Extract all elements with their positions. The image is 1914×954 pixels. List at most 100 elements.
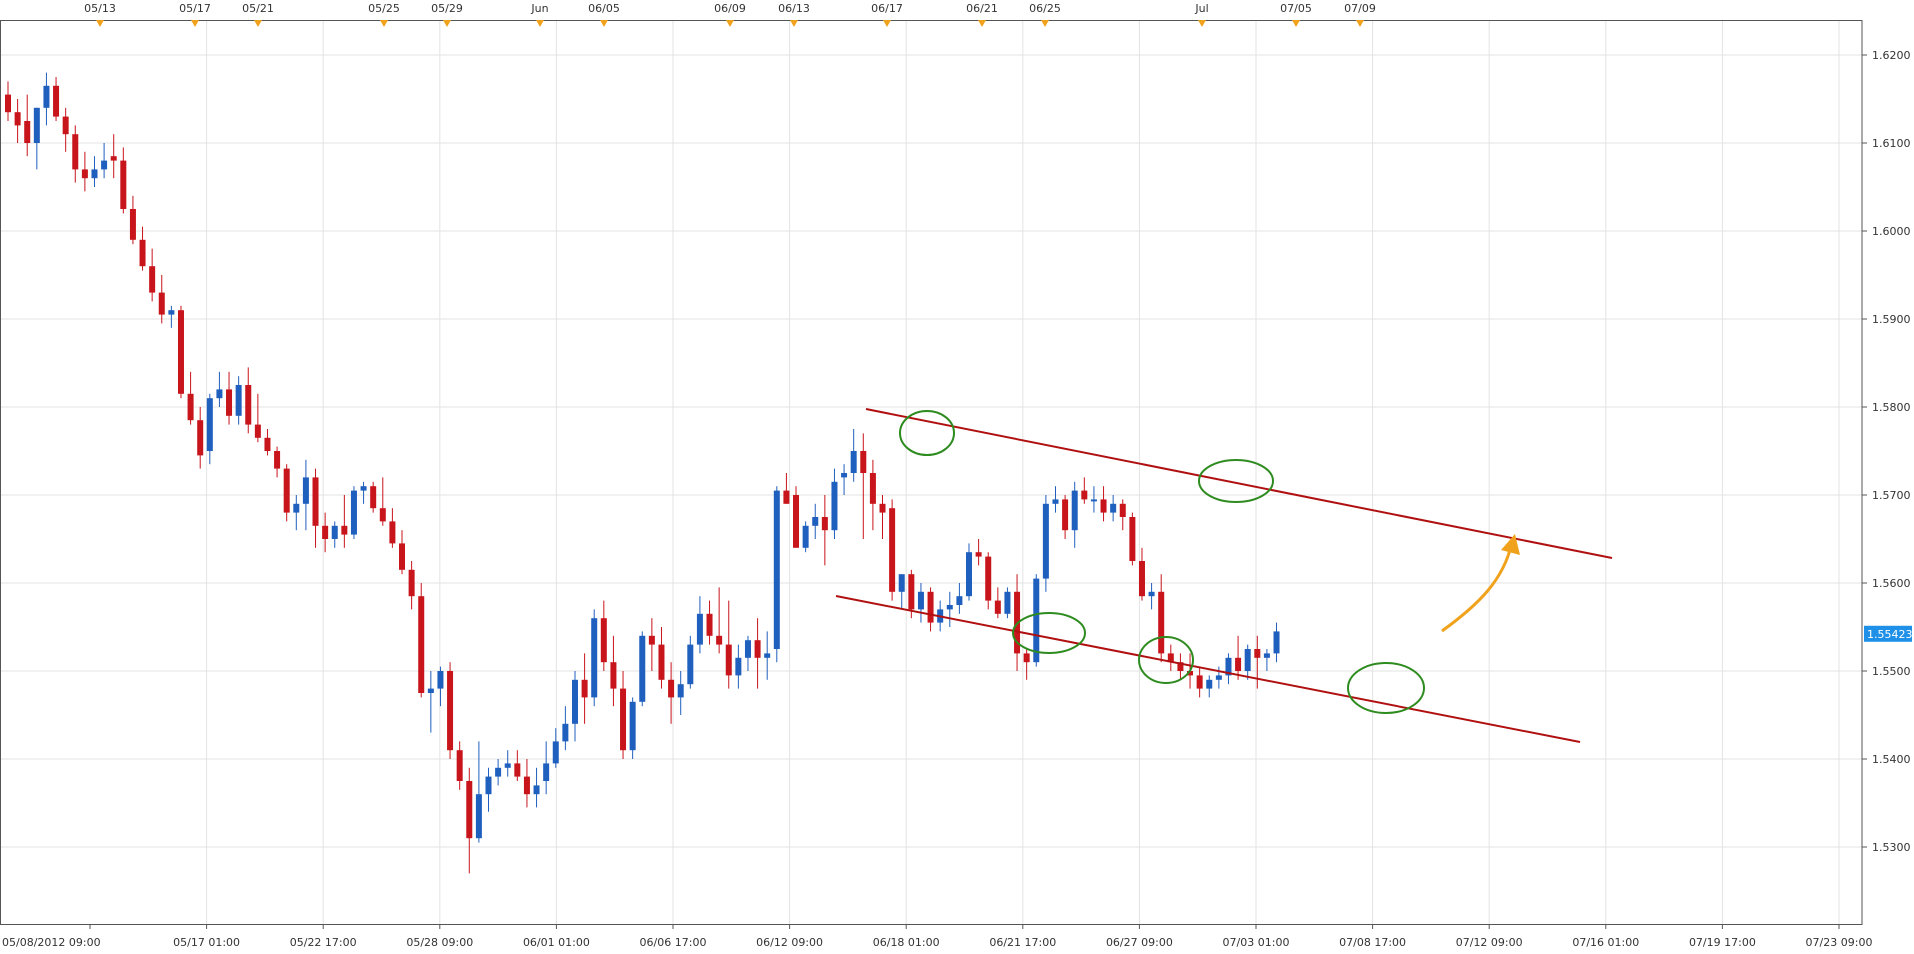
candle-up [1244,649,1251,671]
y-tick-label: 1.5900 [1872,313,1911,326]
candle-down [1187,671,1194,676]
candle-up [841,473,848,478]
candle-up [1110,503,1117,513]
top-axis-marker [254,20,262,27]
x-tick-label: 06/12 09:00 [756,936,823,949]
x-tick-label: 06/21 17:00 [989,936,1056,949]
touch-point-ellipse [1138,636,1194,684]
candle-down [379,508,386,522]
candle-up [735,657,742,676]
candle-up [1206,679,1213,689]
candle-down [523,776,530,795]
y-tick-label: 1.5300 [1872,841,1911,854]
y-tick-label: 1.5800 [1872,401,1911,414]
x-tick-label: 07/08 17:00 [1339,936,1406,949]
top-axis-label: Jun [530,2,548,15]
last-price-label: 1.55423 [1867,628,1913,641]
candle-down [869,473,876,504]
candle-down [860,451,867,473]
candle-up [1004,591,1011,614]
candle-up [533,785,540,795]
target-arrow-line [1441,541,1514,633]
top-axis-label: 06/25 [1029,2,1061,15]
candle-up [1273,631,1280,654]
candle-down [283,468,290,513]
y-tick-label: 1.5600 [1872,577,1911,590]
candle-up [966,552,972,597]
top-axis-label: 06/05 [588,2,620,15]
top-axis-label: 06/09 [714,2,746,15]
candle-up [552,741,559,764]
candle-down [187,393,194,421]
candle-up [495,767,502,777]
candle-down [1167,653,1174,663]
candle-down [1100,499,1107,513]
candle-down [648,635,655,645]
candle-down [447,671,454,751]
candle-up [33,107,40,143]
top-axis-marker [1356,20,1364,27]
candle-down [120,160,127,209]
candle-down [1254,649,1261,658]
candle-up [331,525,338,539]
top-axis-label: 06/17 [871,2,903,15]
candle-down [1235,657,1242,671]
candle-down [322,525,329,539]
candle-down [1129,517,1136,561]
candle-up [773,490,780,649]
candle-down [716,635,723,645]
candle-down [264,437,271,451]
x-tick-label: 07/23 09:00 [1806,936,1873,949]
candle-down [24,121,31,143]
candle-down [793,495,800,548]
x-tick-label: 05/22 17:00 [290,936,357,949]
candle-down [158,292,165,315]
top-axis-marker [1292,20,1300,27]
candle-up [744,640,751,658]
candle-up [427,688,434,693]
candle-up [850,451,857,473]
candle-up [1215,675,1222,680]
candle-up [216,389,223,399]
candle-up [437,671,444,689]
x-tick-label: 05/08/2012 09:00 [2,936,101,949]
candle-down [1062,499,1069,531]
candle-down [1119,503,1126,517]
candle-up [764,653,771,658]
grid [1,21,1862,924]
candle-up [696,613,703,645]
candle-down [14,112,21,126]
candle-down [149,266,156,293]
candle-down [226,389,233,416]
candle-up [831,481,838,531]
candle-down [620,688,627,751]
channel-lower-line [835,595,1581,743]
candle-up [43,85,50,108]
candle-up [91,169,98,179]
top-axis-label: 07/05 [1280,2,1312,15]
y-tick-label: 1.5700 [1872,489,1911,502]
candle-down [5,94,11,113]
candle-down [1081,490,1088,500]
candles [5,72,1280,874]
candle-up [475,794,482,839]
y-tick-label: 1.6200 [1872,49,1911,62]
candle-up [1071,490,1078,531]
candle-down [879,503,886,513]
candle-up [543,763,550,781]
candle-up [1052,499,1059,504]
last-price-tag [1864,625,1912,642]
top-axis-marker [1198,20,1206,27]
candle-down [610,662,617,689]
candle-down [985,556,992,601]
touch-point-ellipse [1347,662,1425,714]
candle-down [418,596,425,693]
x-tick-label: 06/18 01:00 [873,936,940,949]
candle-up [629,701,636,751]
candle-up [302,477,309,504]
x-tick-label: 06/27 09:00 [1106,936,1173,949]
top-axis-label: 07/09 [1344,2,1376,15]
candle-up [206,398,213,451]
